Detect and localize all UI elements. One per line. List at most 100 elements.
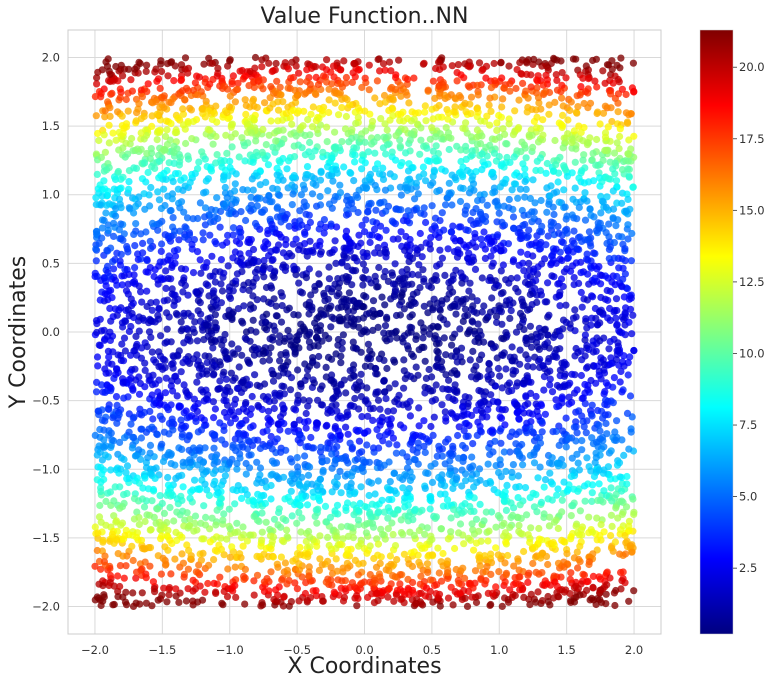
scatter-point [616, 378, 624, 386]
scatter-point [446, 284, 454, 292]
scatter-point [557, 88, 565, 96]
scatter-point [94, 362, 102, 370]
scatter-point [559, 282, 567, 291]
scatter-point [250, 351, 258, 359]
scatter-point [265, 587, 273, 595]
scatter-point [500, 84, 508, 92]
scatter-point [123, 489, 131, 498]
scatter-point [128, 444, 136, 452]
scatter-point [352, 344, 360, 352]
scatter-point [155, 151, 163, 159]
scatter-point [100, 131, 108, 139]
scatter-point [256, 496, 264, 505]
scatter-point [251, 219, 260, 228]
scatter-point [444, 129, 453, 137]
scatter-point [316, 555, 324, 563]
scatter-point [587, 242, 595, 250]
scatter-point [142, 599, 150, 607]
scatter-point [125, 327, 133, 335]
scatter-point [204, 281, 212, 289]
scatter-point [308, 444, 316, 452]
scatter-point [148, 391, 156, 399]
scatter-point [476, 500, 484, 508]
scatter-point [103, 201, 111, 209]
scatter-point [417, 572, 425, 580]
scatter-point [302, 210, 310, 218]
scatter-point [285, 304, 293, 312]
scatter-point [420, 142, 428, 150]
scatter-point [426, 505, 434, 513]
scatter-point [140, 112, 148, 121]
scatter-point [265, 192, 273, 200]
scatter-point [291, 265, 299, 273]
scatter-point [436, 602, 444, 610]
scatter-point [352, 144, 361, 152]
scatter-point [291, 183, 299, 191]
scatter-point [583, 250, 591, 258]
scatter-point [391, 358, 399, 366]
scatter-point [264, 230, 272, 238]
scatter-point [143, 61, 151, 69]
scatter-point [113, 281, 121, 289]
scatter-point [400, 332, 409, 340]
scatter-point [472, 220, 480, 228]
scatter-point [577, 288, 585, 297]
scatter-point [136, 405, 144, 413]
scatter-point [412, 363, 420, 371]
scatter-point [201, 155, 209, 163]
scatter-point [205, 561, 213, 569]
scatter-point [390, 292, 398, 301]
scatter-point [611, 428, 619, 436]
scatter-point [102, 58, 110, 66]
scatter-point [316, 532, 324, 540]
scatter-point [249, 245, 258, 254]
scatter-point [246, 301, 255, 309]
scatter-point [528, 131, 536, 139]
scatter-point [264, 161, 272, 169]
scatter-point [155, 401, 163, 409]
scatter-point [177, 76, 186, 84]
scatter-point [233, 270, 241, 278]
scatter-point [270, 397, 278, 405]
scatter-point [354, 208, 362, 217]
scatter-point [259, 583, 267, 591]
scatter-point [364, 412, 372, 420]
scatter-point [369, 416, 377, 424]
scatter-point [516, 501, 524, 509]
scatter-point [308, 123, 317, 131]
scatter-point [630, 87, 638, 95]
scatter-point [98, 192, 106, 200]
scatter-point [91, 562, 99, 570]
scatter-point [270, 404, 278, 413]
scatter-point [592, 161, 600, 169]
scatter-point [465, 394, 473, 402]
scatter-point [273, 597, 281, 605]
scatter-point [629, 183, 637, 191]
scatter-point [455, 454, 463, 462]
scatter-point [549, 333, 558, 342]
scatter-point [376, 417, 384, 425]
scatter-point [380, 91, 389, 100]
scatter-point [305, 298, 314, 306]
scatter-point [136, 59, 144, 68]
scatter-point [546, 381, 554, 389]
scatter-point [609, 79, 617, 87]
scatter-point [557, 275, 566, 283]
scatter-point [177, 327, 185, 335]
scatter-point [625, 136, 633, 144]
scatter-point [181, 125, 189, 133]
scatter-point [595, 421, 603, 429]
scatter-point [168, 418, 176, 426]
scatter-point [135, 100, 143, 108]
scatter-point [357, 370, 365, 378]
scatter-point [457, 157, 465, 166]
scatter-point [247, 201, 255, 209]
scatter-point [417, 124, 425, 132]
scatter-point [398, 159, 406, 167]
scatter-point [112, 212, 120, 220]
scatter-point [241, 157, 249, 165]
scatter-point [231, 130, 239, 138]
scatter-point [217, 280, 225, 288]
scatter-point [331, 192, 339, 201]
scatter-point [249, 97, 257, 105]
